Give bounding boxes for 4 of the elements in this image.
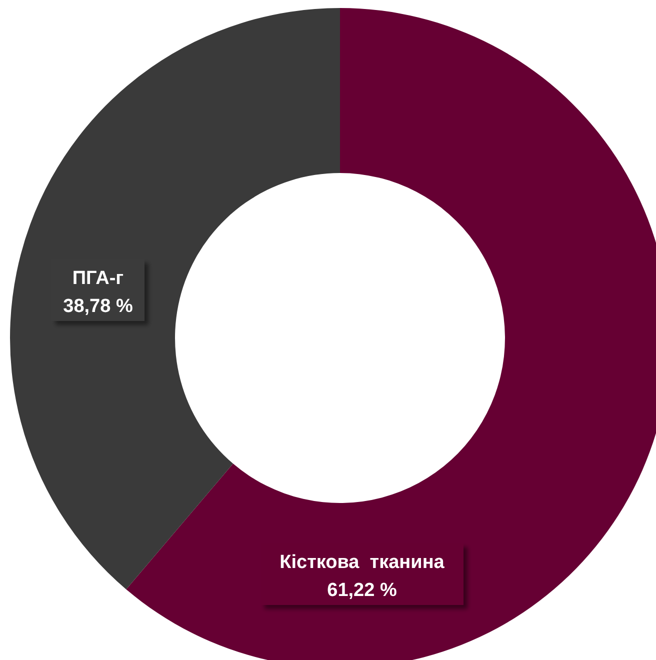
slice-label: Кісткова тканина (280, 552, 445, 573)
slice-label: ПГА-г (72, 268, 124, 289)
data-label: 61,22 % (327, 580, 397, 601)
data-label: 38,78 % (63, 296, 133, 317)
